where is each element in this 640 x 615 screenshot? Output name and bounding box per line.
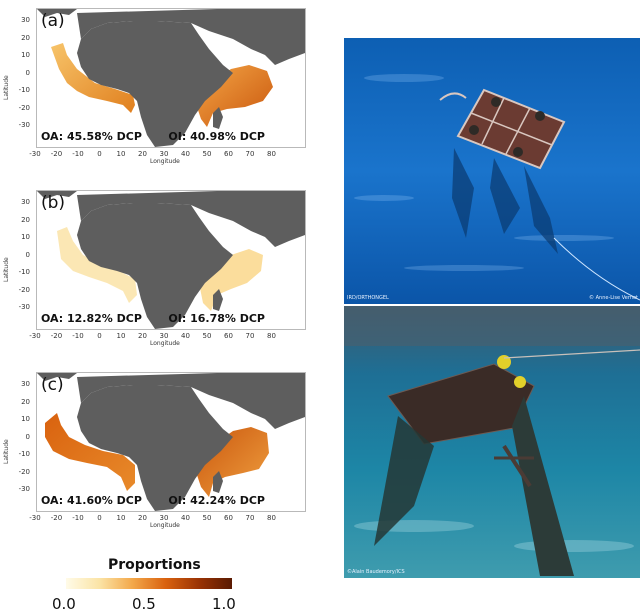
map-panel-c: (c) OA: 41.60% DCP OI: 42.24% DCP bbox=[36, 372, 306, 512]
x-tick-label: 30 bbox=[159, 150, 169, 158]
map-b-svg bbox=[37, 191, 305, 329]
land-b bbox=[37, 191, 305, 329]
x-tick-label: 30 bbox=[159, 514, 169, 522]
legend-tick-0: 0.0 bbox=[52, 595, 76, 613]
land-a bbox=[37, 9, 305, 147]
y-tick-label: 0 bbox=[25, 432, 30, 441]
x-tick-label: -10 bbox=[72, 514, 84, 522]
oa-stat-c: OA: 41.60% DCP bbox=[41, 494, 142, 507]
x-tick-label: -30 bbox=[29, 150, 41, 158]
legend-colorbar bbox=[66, 578, 232, 589]
x-tick-label: -20 bbox=[50, 332, 63, 340]
map-panel-a: (a) OA: 45.58% DCP OI: 40.98% DCP bbox=[36, 8, 306, 148]
x-tick-label: 70 bbox=[245, 332, 255, 340]
oi-stat-a: OI: 40.98% DCP bbox=[168, 130, 265, 143]
x-axis-label-b: Longitude bbox=[150, 340, 180, 347]
y-axis-label-a: Latitude bbox=[3, 75, 10, 100]
y-tick-label: 0 bbox=[25, 250, 30, 259]
photo-fad-underwater: ©Alain Baudemory/ICS bbox=[344, 306, 640, 578]
land-c bbox=[37, 373, 305, 511]
x-tick-label: 50 bbox=[202, 150, 212, 158]
x-tick-label: -10 bbox=[72, 332, 84, 340]
y-tick-label: 0 bbox=[25, 68, 30, 77]
y-tick-label: 30 bbox=[21, 380, 30, 388]
y-tick-label: -20 bbox=[18, 285, 30, 294]
y-tick-label: -20 bbox=[18, 467, 30, 476]
y-tick-label: -10 bbox=[18, 86, 30, 94]
map-a-svg bbox=[37, 9, 305, 147]
y-tick-label: 10 bbox=[21, 233, 30, 241]
y-axis-label-c: Latitude bbox=[3, 439, 10, 464]
x-axis-label-a: Longitude bbox=[150, 158, 180, 165]
y-tick-label: 20 bbox=[21, 397, 30, 406]
panel-label-a: (a) bbox=[41, 11, 65, 31]
x-tick-label: 30 bbox=[159, 332, 169, 340]
x-tick-label: 0 bbox=[97, 332, 102, 340]
fad-raft bbox=[439, 88, 566, 170]
oa-stat-a: OA: 45.58% DCP bbox=[41, 130, 142, 143]
x-tick-label: 80 bbox=[267, 332, 276, 340]
x-tick-label: 10 bbox=[116, 150, 126, 158]
x-tick-label: 20 bbox=[138, 150, 147, 158]
y-tick-label: 30 bbox=[21, 198, 30, 206]
y-axis-label-b: Latitude bbox=[3, 257, 10, 282]
y-tick-label: -10 bbox=[18, 268, 30, 276]
legend-tick-1: 0.5 bbox=[132, 595, 156, 613]
x-tick-label: 20 bbox=[138, 332, 147, 340]
x-axis-label-c: Longitude bbox=[150, 522, 180, 529]
x-tick-label: 40 bbox=[181, 150, 190, 158]
x-tick-label: 70 bbox=[245, 150, 255, 158]
y-tick-label: 30 bbox=[21, 16, 30, 24]
x-tick-label: 10 bbox=[116, 332, 126, 340]
y-tick-label: -30 bbox=[18, 303, 30, 311]
map-panel-b: (b) OA: 12.82% DCP OI: 16.78% DCP bbox=[36, 190, 306, 330]
x-tick-label: 40 bbox=[181, 332, 190, 340]
fad-surface-image bbox=[344, 38, 640, 304]
x-tick-label: 80 bbox=[267, 514, 276, 522]
x-tick-label: 60 bbox=[224, 514, 233, 522]
bottom-photo-credit-left: ©Alain Baudemory/ICS bbox=[347, 569, 405, 575]
oa-distribution-c bbox=[45, 413, 135, 491]
oi-stat-b: OI: 16.78% DCP bbox=[168, 312, 265, 325]
fad-nets bbox=[452, 148, 558, 254]
x-tick-label: 20 bbox=[138, 514, 147, 522]
legend-title: Proportions bbox=[108, 557, 201, 573]
y-tick-label: 10 bbox=[21, 51, 30, 59]
x-tick-label: 40 bbox=[181, 514, 190, 522]
x-tick-label: 60 bbox=[224, 150, 233, 158]
photo-fad-surface: IRD/ORTHONGEL © Anne-Lise Vernet bbox=[344, 38, 640, 304]
y-tick-label: -20 bbox=[18, 103, 30, 112]
y-tick-label: -30 bbox=[18, 121, 30, 129]
x-tick-label: -10 bbox=[72, 150, 84, 158]
x-tick-label: 70 bbox=[245, 514, 255, 522]
y-tick-label: 10 bbox=[21, 415, 30, 423]
panel-label-b: (b) bbox=[41, 193, 66, 213]
top-photo-credit-left: IRD/ORTHONGEL bbox=[347, 295, 389, 301]
x-tick-label: 50 bbox=[202, 514, 212, 522]
x-tick-label: -30 bbox=[29, 332, 41, 340]
x-tick-label: -30 bbox=[29, 514, 41, 522]
x-tick-label: 0 bbox=[97, 150, 102, 158]
oi-stat-c: OI: 42.24% DCP bbox=[168, 494, 265, 507]
y-tick-label: -10 bbox=[18, 450, 30, 458]
y-tick-label: 20 bbox=[21, 33, 30, 42]
x-tick-label: -20 bbox=[50, 150, 63, 158]
fad-underwater-image bbox=[344, 306, 640, 578]
x-tick-label: 0 bbox=[97, 514, 102, 522]
x-tick-label: 60 bbox=[224, 332, 233, 340]
legend-tick-2: 1.0 bbox=[212, 595, 236, 613]
x-tick-label: 80 bbox=[267, 150, 276, 158]
x-tick-label: 10 bbox=[116, 514, 126, 522]
y-tick-label: -30 bbox=[18, 485, 30, 493]
top-photo-credit-right: © Anne-Lise Vernet bbox=[589, 295, 638, 301]
map-c-svg bbox=[37, 373, 305, 511]
oa-distribution-a bbox=[51, 43, 135, 113]
x-tick-label: 50 bbox=[202, 332, 212, 340]
x-tick-label: -20 bbox=[50, 514, 63, 522]
oa-stat-b: OA: 12.82% DCP bbox=[41, 312, 142, 325]
panel-label-c: (c) bbox=[41, 375, 64, 395]
fad-structure bbox=[374, 355, 574, 576]
y-tick-label: 20 bbox=[21, 215, 30, 224]
